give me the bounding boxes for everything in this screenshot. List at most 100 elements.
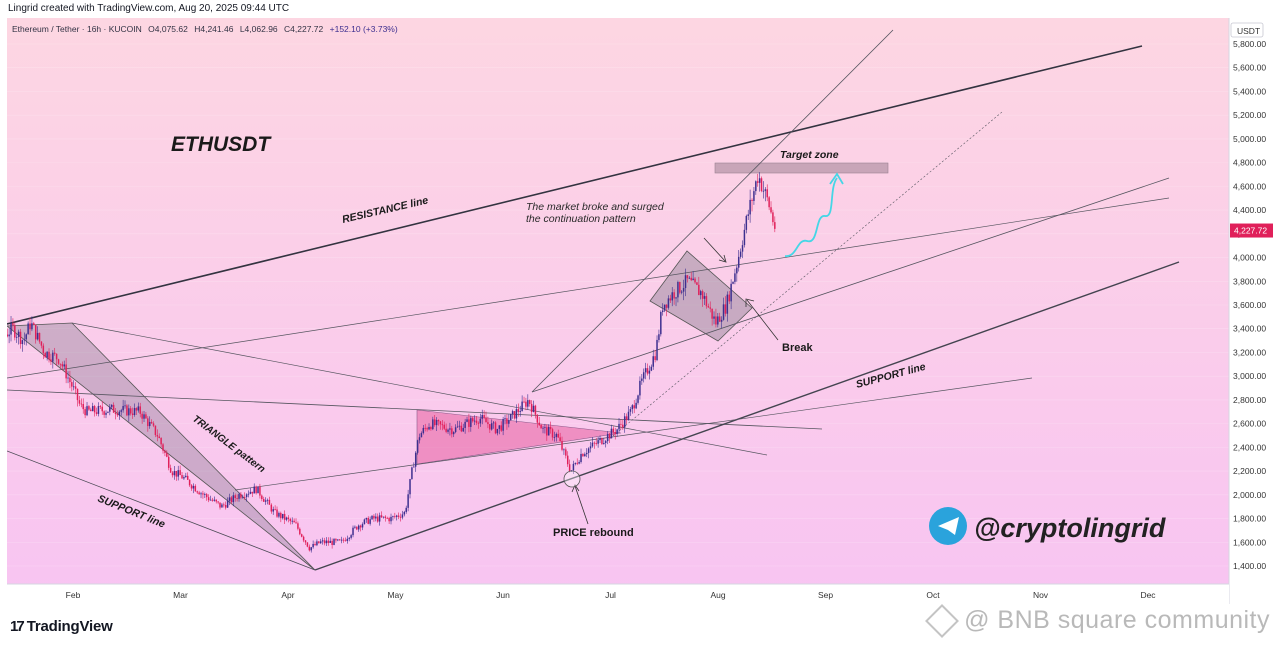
candle-body: [160, 438, 162, 445]
candle-body: [200, 493, 202, 495]
candle-body: [249, 491, 252, 494]
candle-body: [394, 516, 396, 518]
candle-body: [680, 291, 683, 293]
chart-background: [7, 18, 1273, 604]
candle-body: [209, 499, 212, 501]
candle-body: [300, 534, 303, 537]
candle-body: [462, 427, 464, 432]
price-axis[interactable]: [1229, 18, 1273, 604]
candle-body: [44, 353, 46, 358]
candle-body: [375, 516, 377, 519]
candle-body: [173, 470, 176, 476]
candle-body: [527, 400, 529, 407]
candle-body: [217, 501, 219, 503]
candle-body: [688, 277, 691, 279]
candle-body: [141, 413, 143, 419]
candle-body: [707, 306, 710, 308]
candle-body: [337, 539, 339, 541]
last-price-badge: [1230, 223, 1273, 238]
currency-badge[interactable]: [1230, 22, 1264, 38]
candle-body: [236, 498, 238, 499]
tradingview-logo[interactable]: 17 TradingView: [10, 618, 113, 635]
candle-body: [207, 497, 210, 501]
candle-body: [591, 442, 594, 447]
candle-body: [720, 319, 723, 322]
candle-body: [285, 517, 288, 520]
candle-body: [211, 499, 214, 501]
candle-body: [53, 352, 56, 354]
candle-body: [196, 491, 198, 493]
candle-body: [27, 323, 29, 335]
candle-body: [194, 485, 197, 492]
candle-body: [183, 477, 185, 479]
handle-text: @cryptolingrid: [974, 513, 1166, 543]
candle-body: [181, 475, 183, 479]
candle-body: [597, 440, 599, 444]
time-tick-label: Mar: [173, 590, 188, 600]
candle-body: [91, 406, 94, 412]
candle-body: [578, 462, 580, 464]
candle-body: [198, 492, 200, 495]
candle-body: [251, 491, 254, 494]
candle-body: [732, 281, 734, 284]
candle-body: [240, 494, 242, 498]
price-chart[interactable]: ETHUSDT RESISTANCE line SUPPORT line SUP…: [0, 18, 1273, 604]
candle-body: [128, 408, 130, 416]
candle-body: [599, 438, 601, 441]
candle-body: [323, 540, 326, 544]
candle-body: [65, 364, 67, 379]
candle-body: [572, 463, 575, 471]
candle-body: [614, 432, 616, 434]
candle-body: [468, 419, 470, 427]
candle-body: [143, 414, 145, 419]
candle-body: [99, 406, 102, 407]
candle-body: [74, 386, 77, 389]
candle-body: [603, 442, 605, 444]
bnb-diamond-icon: [925, 604, 960, 639]
candle-body: [158, 436, 160, 439]
time-tick-label: Jul: [605, 590, 616, 600]
candle-body: [356, 526, 358, 530]
candle-body: [118, 411, 121, 416]
candle-body: [156, 435, 159, 437]
projection-path: [784, 177, 838, 257]
price-tick-label: 2,800.00: [1233, 395, 1266, 405]
legend-change: +152.10 (+3.73%): [330, 24, 398, 34]
candle-body: [709, 307, 711, 309]
candle-body: [595, 443, 597, 444]
chart-svg: ETHUSDT RESISTANCE line SUPPORT line SUP…: [0, 18, 1273, 604]
candle-body: [359, 525, 362, 528]
time-tick-label: Jun: [496, 590, 510, 600]
candle-body: [114, 412, 117, 414]
candle-body: [405, 507, 407, 512]
candle-body: [243, 496, 246, 498]
candle-body: [10, 323, 12, 335]
candle-body: [97, 406, 100, 414]
candle-body: [291, 520, 293, 522]
candle-body: [308, 546, 311, 551]
candle-body: [441, 424, 444, 426]
candle-body: [259, 486, 261, 496]
candle-body: [295, 522, 297, 524]
legend-open: O4,075.62: [148, 24, 188, 34]
candle-body: [762, 190, 765, 192]
candle-body: [380, 515, 383, 518]
steep-channel-lower: [531, 177, 1170, 393]
candle-body: [698, 284, 700, 296]
candle-body: [388, 518, 390, 522]
candle-body: [637, 395, 639, 403]
candle-body: [587, 448, 590, 453]
candle-body: [426, 428, 428, 430]
candle-body: [33, 323, 35, 325]
tradingview-mark-icon: 17: [10, 618, 25, 635]
candle-body: [223, 504, 225, 506]
candle-body: [57, 359, 60, 364]
candle-body: [283, 513, 286, 520]
candle-body: [511, 411, 514, 414]
price-tick-label: 2,000.00: [1233, 490, 1266, 500]
candle-body: [31, 323, 33, 330]
time-tick-label: Feb: [66, 590, 81, 600]
candle-body: [46, 351, 48, 358]
candle-body: [508, 420, 510, 424]
time-axis[interactable]: [7, 584, 1229, 604]
